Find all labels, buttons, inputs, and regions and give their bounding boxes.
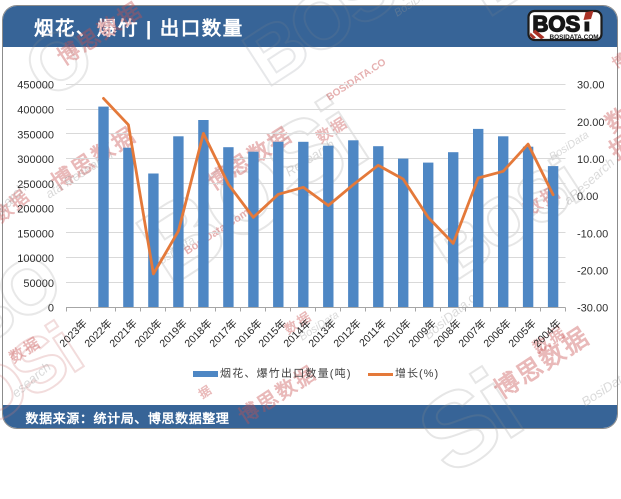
- svg-text:BOS: BOS: [533, 12, 581, 37]
- svg-text:BOSIDATA.COM: BOSIDATA.COM: [550, 34, 599, 41]
